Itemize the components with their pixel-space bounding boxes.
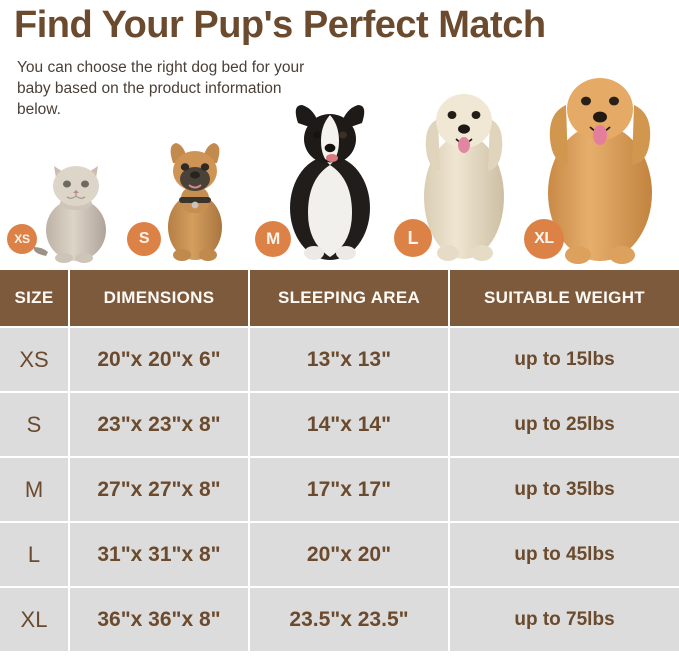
french-bulldog-icon (168, 143, 222, 261)
cell-dimensions: 27"x 27"x 8" (70, 458, 250, 521)
cell-dimensions: 23"x 23"x 8" (70, 393, 250, 456)
table-row: XS 20"x 20"x 6" 13"x 13" up to 15lbs (0, 328, 679, 391)
cell-size: L (0, 523, 70, 586)
cell-dimensions: 20"x 20"x 6" (70, 328, 250, 391)
border-collie-icon (290, 105, 370, 260)
size-badge-label: S (138, 230, 150, 247)
size-badge-label: M (266, 229, 280, 248)
pet-illustration-m: M (255, 103, 388, 263)
column-header-sleeping-area: SLEEPING AREA (250, 270, 450, 326)
column-header-dimensions: DIMENSIONS (70, 270, 250, 326)
page-title: Find Your Pup's Perfect Match (14, 4, 546, 46)
size-badge-xs: XS (7, 224, 37, 254)
cell-size: M (0, 458, 70, 521)
cell-suitable-weight: up to 15lbs (450, 328, 679, 391)
table-row: L 31"x 31"x 8" 20"x 20" up to 45lbs (0, 523, 679, 586)
pet-illustration-xl: XL (524, 65, 670, 265)
table-row: M 27"x 27"x 8" 17"x 17" up to 35lbs (0, 458, 679, 521)
pet-illustration-xs: XS (7, 148, 128, 263)
size-badge-label: XS (14, 232, 30, 246)
size-chart-table: SIZE DIMENSIONS SLEEPING AREA SUITABLE W… (0, 270, 679, 651)
cell-suitable-weight: up to 75lbs (450, 588, 679, 651)
cell-suitable-weight: up to 45lbs (450, 523, 679, 586)
cell-size: S (0, 393, 70, 456)
size-badge-m: M (255, 221, 291, 257)
golden-retriever-icon (548, 78, 652, 264)
cat-icon (33, 166, 106, 263)
page-subtitle: You can choose the right dog bed for you… (17, 59, 305, 118)
column-header-suitable-weight: SUITABLE WEIGHT (450, 270, 679, 326)
pet-illustration-s: S (127, 135, 245, 263)
table-row: S 23"x 23"x 8" 14"x 14" up to 25lbs (0, 393, 679, 456)
size-badge-s: S (127, 222, 161, 256)
cell-sleeping-area: 20"x 20" (250, 523, 450, 586)
pet-size-illustrations: XS (0, 50, 679, 265)
cell-sleeping-area: 17"x 17" (250, 458, 450, 521)
table-row: XL 36"x 36"x 8" 23.5"x 23.5" up to 75lbs (0, 588, 679, 651)
size-badge-label: L (407, 227, 419, 248)
cream-golden-retriever-icon (424, 94, 504, 261)
cell-sleeping-area: 14"x 14" (250, 393, 450, 456)
cell-suitable-weight: up to 25lbs (450, 393, 679, 456)
size-badge-label: XL (534, 230, 554, 247)
column-header-size: SIZE (0, 270, 70, 326)
cell-sleeping-area: 23.5"x 23.5" (250, 588, 450, 651)
cell-size: XS (0, 328, 70, 391)
table-header-row: SIZE DIMENSIONS SLEEPING AREA SUITABLE W… (0, 270, 679, 326)
cell-size: XL (0, 588, 70, 651)
cell-sleeping-area: 13"x 13" (250, 328, 450, 391)
size-badge-xl: XL (524, 219, 564, 259)
size-badge-l: L (394, 219, 432, 257)
pet-illustration-l: L (394, 77, 520, 263)
cell-dimensions: 31"x 31"x 8" (70, 523, 250, 586)
cell-dimensions: 36"x 36"x 8" (70, 588, 250, 651)
cell-suitable-weight: up to 35lbs (450, 458, 679, 521)
